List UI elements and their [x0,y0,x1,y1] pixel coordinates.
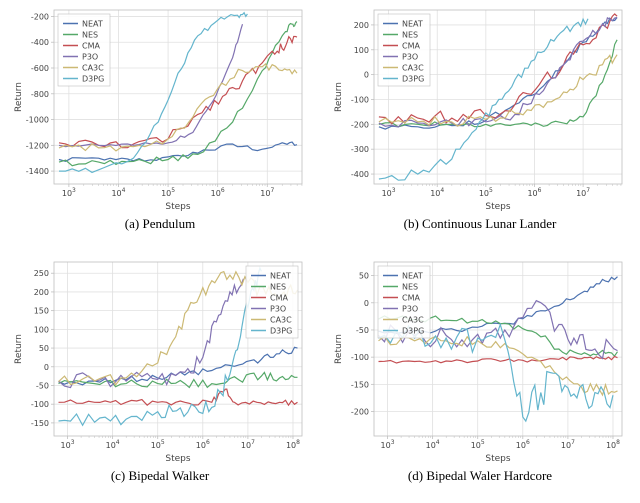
panel-d: -200 -150 -100 -50 0 50 103 104 105 106 107 108 Step… [320,252,640,503]
svg-text:Steps: Steps [485,202,510,212]
svg-text:Return: Return [334,334,344,364]
svg-text:100: 100 [354,46,369,55]
svg-text:-800: -800 [31,90,49,99]
svg-text:P3O: P3O [270,304,286,313]
chart-pendulum: -1400 -1200 -1000 -800 -600 -400 -200 103 104 105… [10,4,310,214]
svg-text:0: 0 [364,298,369,307]
svg-text:-1400: -1400 [26,167,49,176]
svg-text:-400: -400 [31,38,49,47]
svg-text:50: 50 [39,344,49,353]
svg-text:0: 0 [44,362,49,371]
svg-text:CA3C: CA3C [402,64,424,73]
svg-text:108: 108 [286,439,300,450]
svg-text:NES: NES [402,282,418,291]
svg-text:Steps: Steps [165,454,190,464]
svg-text:250: 250 [34,269,49,278]
svg-text:D3PG: D3PG [270,326,292,335]
svg-text:0: 0 [364,71,369,80]
svg-text:103: 103 [382,187,396,198]
svg-text:CA3C: CA3C [82,64,104,73]
svg-text:-200: -200 [351,120,369,129]
caption-b: (b) Continuous Lunar Lander [404,216,557,232]
svg-text:P3O: P3O [82,53,98,62]
svg-text:105: 105 [471,439,485,450]
svg-text:200: 200 [354,21,369,30]
svg-text:104: 104 [111,187,125,198]
svg-text:Return: Return [334,82,344,112]
chart-bipedal-walker: -150 -100 -50 0 50 100 150 200 250 103 104 105 106 10… [10,256,310,466]
svg-text:106: 106 [527,187,541,198]
svg-text:104: 104 [106,439,120,450]
svg-text:200: 200 [34,287,49,296]
svg-text:107: 107 [260,187,274,198]
svg-text:107: 107 [576,187,590,198]
panel-c: -150 -100 -50 0 50 100 150 200 250 103 104 105 106 10… [0,252,320,503]
svg-text:106: 106 [196,439,210,450]
svg-text:-1000: -1000 [26,116,49,125]
svg-text:106: 106 [516,439,530,450]
svg-text:NEAT: NEAT [82,20,103,29]
svg-text:CMA: CMA [402,293,420,302]
svg-text:D3PG: D3PG [402,75,424,84]
figure-grid: -1400-1200-1000-800-600-400-200103104105… [0,0,640,503]
chart-lunar-lander: -400 -300 -200 -100 0 100 200 103 104 105 106 107 St… [330,4,630,214]
svg-text:NES: NES [82,31,98,40]
svg-text:108: 108 [606,439,620,450]
svg-text:103: 103 [381,439,395,450]
svg-text:-50: -50 [356,325,369,334]
svg-text:107: 107 [241,439,255,450]
svg-text:105: 105 [479,187,493,198]
panel-b: -400 -300 -200 -100 0 100 200 103 104 105 106 107 St… [320,0,640,252]
chart-bipedal-walker-hardcore: -200 -150 -100 -50 0 50 103 104 105 106 107 108 Step… [330,256,630,466]
svg-text:-300: -300 [351,145,369,154]
svg-text:CA3C: CA3C [402,315,424,324]
panel-a: -1400 -1200 -1000 -800 -600 -400 -200 103 104 105… [0,0,320,252]
svg-text:-100: -100 [31,400,49,409]
svg-text:-200: -200 [351,407,369,416]
svg-text:P3O: P3O [402,304,418,313]
svg-text:NEAT: NEAT [270,271,291,280]
svg-text:104: 104 [426,439,440,450]
svg-text:150: 150 [34,306,49,315]
svg-text:NES: NES [270,282,286,291]
svg-text:106: 106 [211,187,225,198]
svg-text:D3PG: D3PG [82,75,104,84]
svg-text:-200: -200 [31,12,49,21]
svg-text:P3O: P3O [402,53,418,62]
svg-text:-50: -50 [36,381,49,390]
svg-text:CMA: CMA [82,42,100,51]
svg-text:-100: -100 [351,95,369,104]
svg-text:Return: Return [14,82,24,112]
caption-c: (c) Bipedal Walker [111,468,209,484]
svg-text:50: 50 [359,271,369,280]
svg-text:-150: -150 [31,418,49,427]
svg-text:-600: -600 [31,64,49,73]
svg-text:-1200: -1200 [26,141,49,150]
svg-text:-100: -100 [351,353,369,362]
svg-text:CMA: CMA [402,42,420,51]
svg-text:NEAT: NEAT [402,20,423,29]
svg-text:CA3C: CA3C [270,315,292,324]
svg-text:CMA: CMA [270,293,288,302]
svg-text:107: 107 [561,439,575,450]
svg-text:100: 100 [34,325,49,334]
caption-d: (d) Bipedal Waler Hardcore [408,468,552,484]
svg-text:105: 105 [151,439,165,450]
svg-text:NES: NES [402,31,418,40]
svg-text:-150: -150 [351,380,369,389]
svg-text:104: 104 [430,187,444,198]
svg-text:NEAT: NEAT [402,271,423,280]
caption-a: (a) Pendulum [125,216,195,232]
svg-text:Steps: Steps [165,202,190,212]
svg-text:105: 105 [161,187,175,198]
svg-text:Steps: Steps [485,454,510,464]
svg-text:103: 103 [61,439,75,450]
svg-text:D3PG: D3PG [402,326,424,335]
svg-text:103: 103 [62,187,76,198]
svg-text:Return: Return [14,334,24,364]
svg-text:-400: -400 [351,170,369,179]
